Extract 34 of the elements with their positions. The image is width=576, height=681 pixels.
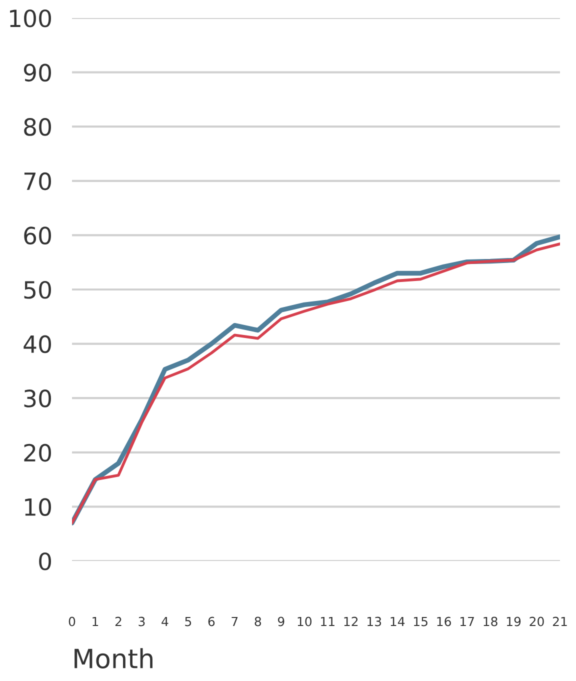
x-tick-label: 10: [298, 616, 312, 626]
x-tick-label: 2: [115, 616, 122, 626]
y-tick-label: 100: [10, 9, 51, 28]
x-tick-label: 5: [185, 616, 192, 626]
x-axis-title: Month: [74, 648, 152, 669]
x-tick-label: 9: [278, 616, 284, 626]
x-tick-label: 17: [460, 616, 474, 626]
x-tick-label: 1: [92, 616, 98, 626]
x-tick-label: 8: [254, 616, 262, 626]
x-tick-label: 15: [414, 616, 428, 626]
y-tick-label: 70: [24, 172, 51, 190]
x-tick-label: 13: [368, 616, 382, 626]
y-tick-label: 30: [24, 390, 51, 408]
x-tick-label: 11: [321, 616, 334, 626]
x-tick-label: 3: [138, 616, 145, 626]
x-tick-label: 0: [68, 616, 76, 626]
x-tick-label: 21: [552, 616, 567, 626]
x-tick-label: 4: [162, 616, 168, 626]
y-tick-label: 60: [24, 226, 51, 245]
y-tick-label: 80: [24, 118, 51, 136]
y-tick-label: 10: [25, 498, 51, 516]
y-tick-label: 20: [24, 444, 51, 462]
x-tick-label: 14: [390, 616, 405, 626]
x-tick-label: 12: [344, 616, 358, 626]
x-tick-label: 6: [208, 616, 215, 626]
x-tick-label: 16: [437, 616, 451, 626]
y-tick-label: 90: [24, 64, 51, 82]
x-tick-label: 7: [232, 616, 238, 626]
x-tick-label: 19: [506, 616, 521, 626]
y-tick-label: 40: [24, 335, 51, 354]
x-tick-label: 18: [484, 616, 498, 626]
y-tick-label: 0: [39, 552, 51, 570]
x-tick-label: 20: [530, 616, 544, 626]
y-tick-label: 50: [24, 280, 51, 299]
